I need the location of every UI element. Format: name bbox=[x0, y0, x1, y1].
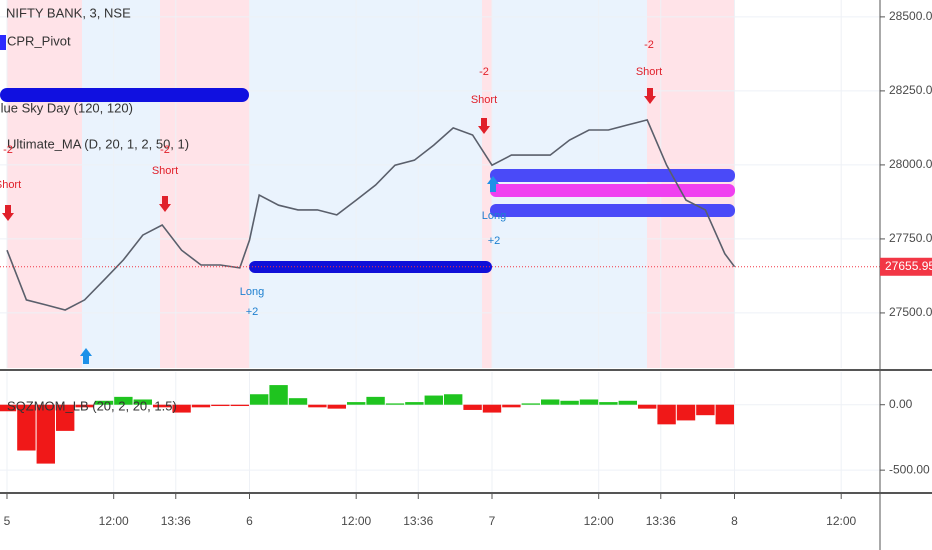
momentum-bar bbox=[327, 404, 346, 409]
last-price-label: 27655.95 bbox=[885, 259, 932, 273]
x-tick-label: 12:00 bbox=[584, 514, 614, 528]
x-tick-label: 13:36 bbox=[161, 514, 191, 528]
signal-value: -2 bbox=[479, 66, 489, 78]
signal-value: -2 bbox=[644, 39, 654, 51]
x-tick-label: 8 bbox=[731, 514, 738, 528]
momentum-bar bbox=[676, 404, 696, 421]
signal-value: +2 bbox=[246, 306, 259, 318]
momentum-bar bbox=[618, 400, 637, 405]
y-tick-label: 28000.00 bbox=[889, 157, 932, 171]
signal-label: Long bbox=[482, 210, 506, 222]
x-tick-label: 13:36 bbox=[403, 514, 433, 528]
x-tick-label: 6 bbox=[246, 514, 253, 528]
last-price-box bbox=[880, 257, 932, 276]
price-line bbox=[6, 118, 736, 311]
momentum-bar bbox=[424, 395, 443, 405]
momentum-bar bbox=[288, 398, 308, 405]
momentum-bar bbox=[366, 396, 385, 405]
momentum-bar bbox=[0, 404, 17, 412]
series-layer bbox=[0, 118, 880, 464]
y-tick-label: 27500.00 bbox=[889, 305, 932, 319]
momentum-bar bbox=[657, 404, 676, 425]
y-tick-label: 28250.00 bbox=[889, 83, 932, 97]
signal-label: Short bbox=[152, 165, 178, 177]
signal-label: Long bbox=[240, 286, 264, 298]
signal-arrows bbox=[2, 88, 656, 364]
signal-label: Short bbox=[471, 94, 497, 106]
indicator-label: SQZMOM_LB (20, 2, 20, 1.5) bbox=[7, 398, 177, 413]
momentum-bar bbox=[191, 404, 211, 408]
momentum-bar bbox=[308, 404, 327, 408]
indicator-label: Blue Sky Day (120, 120) bbox=[0, 100, 133, 115]
momentum-bar bbox=[385, 403, 405, 405]
momentum-bar bbox=[715, 404, 734, 425]
momentum-bar bbox=[599, 402, 618, 405]
momentum-bar bbox=[405, 402, 424, 405]
momentum-bar bbox=[133, 399, 152, 405]
momentum-bar bbox=[152, 404, 172, 408]
momentum-bar bbox=[540, 399, 560, 405]
momentum-bar bbox=[443, 394, 463, 405]
x-tick-label: 12:00 bbox=[341, 514, 371, 528]
indicator-label: Ultimate_MA (D, 20, 1, 2, 50, 1) bbox=[7, 136, 189, 151]
momentum-bar bbox=[36, 404, 55, 464]
x-tick-label: 12:00 bbox=[826, 514, 856, 528]
symbol-title: NIFTY BANK, 3, NSE bbox=[6, 5, 131, 20]
signal-value: -2 bbox=[3, 144, 13, 156]
momentum-bar bbox=[55, 404, 75, 431]
signal-value: -2 bbox=[160, 144, 170, 156]
y-tick-label: 0.00 bbox=[889, 397, 913, 411]
pivot-bands bbox=[0, 35, 735, 273]
momentum-bar bbox=[94, 400, 114, 405]
momentum-bar bbox=[502, 404, 521, 408]
signal-label: Short bbox=[636, 66, 662, 78]
momentum-bar bbox=[211, 404, 230, 407]
momentum-bar bbox=[346, 402, 366, 405]
momentum-bar bbox=[17, 404, 36, 451]
signal-value: +2 bbox=[488, 235, 501, 247]
signal-label: Short bbox=[0, 179, 21, 191]
momentum-bar bbox=[521, 403, 540, 405]
momentum-bar bbox=[463, 404, 482, 410]
x-tick-label: 5 bbox=[4, 514, 11, 528]
momentum-bar bbox=[269, 385, 288, 405]
momentum-bar bbox=[560, 400, 579, 405]
y-tick-label: 28500.00 bbox=[889, 9, 932, 23]
x-tick-label: 13:36 bbox=[646, 514, 676, 528]
momentum-bar bbox=[579, 399, 599, 405]
momentum-bar bbox=[637, 404, 657, 409]
y-tick-label: 27750.00 bbox=[889, 231, 932, 245]
momentum-bar bbox=[696, 404, 715, 416]
momentum-bar bbox=[482, 404, 502, 413]
momentum-bar bbox=[114, 396, 133, 405]
momentum-bar bbox=[172, 404, 191, 413]
momentum-bar bbox=[75, 404, 94, 408]
momentum-bar bbox=[230, 404, 249, 407]
indicator-label: CPR_Pivot bbox=[7, 33, 71, 48]
y-tick-label: -500.00 bbox=[889, 462, 930, 476]
x-tick-label: 7 bbox=[489, 514, 496, 528]
x-tick-label: 12:00 bbox=[99, 514, 129, 528]
momentum-bar bbox=[249, 394, 269, 405]
